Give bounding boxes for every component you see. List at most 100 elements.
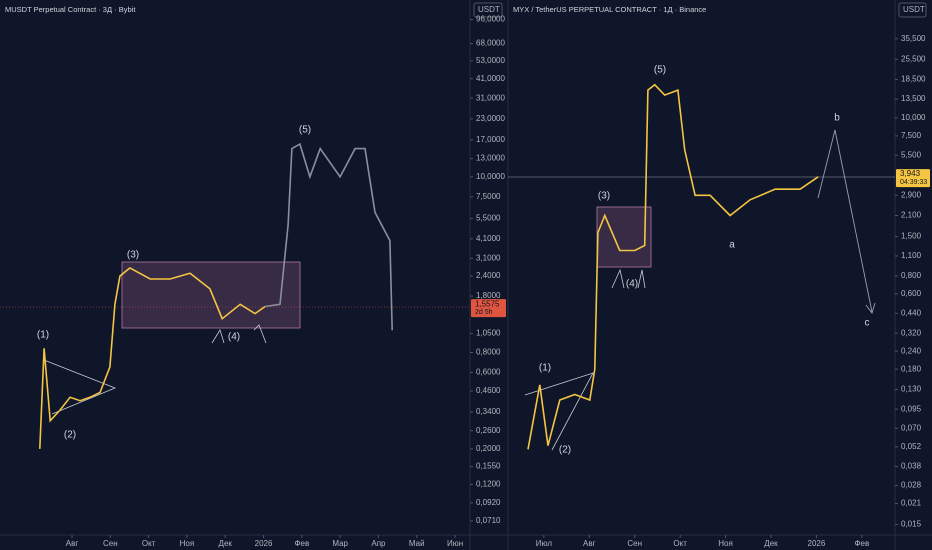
y-tick-label: 0,2600 xyxy=(476,426,501,435)
arrow xyxy=(637,269,646,289)
y-tick-label: 0,4600 xyxy=(476,386,501,395)
y-tick-label: 0,052 xyxy=(901,442,922,451)
wave-label: (1) xyxy=(539,363,551,374)
price-badge-label: 3,943 xyxy=(900,169,921,178)
x-tick-label: Май xyxy=(409,539,425,548)
y-tick-label: 7,5000 xyxy=(476,192,501,201)
countdown: 2d 5h xyxy=(475,309,493,316)
wave-label: (2) xyxy=(559,445,571,456)
x-tick-label: Дек xyxy=(219,539,233,548)
countdown: 04:39:33 xyxy=(900,179,927,186)
y-tick-label: 4,1000 xyxy=(476,234,501,243)
x-tick-label: Сен xyxy=(103,539,118,548)
y-tick-label: 0,028 xyxy=(901,481,922,490)
y-tick-label: 41,0000 xyxy=(476,74,505,83)
chart-title: MYX / TetherUS PERPETUAL CONTRACT · 1Д ·… xyxy=(513,5,706,14)
y-tick-label: 0,800 xyxy=(901,271,922,280)
y-tick-label: 0,6000 xyxy=(476,368,501,377)
currency-badge xyxy=(898,2,927,18)
x-tick-label: Фев xyxy=(294,539,309,548)
x-tick-label: Июн xyxy=(447,539,463,548)
chart-title: MUSDT Perpetual Contract · 3Д · Bybit xyxy=(5,5,136,14)
y-tick-label: 2,4000 xyxy=(476,271,501,280)
y-tick-label: 0,3400 xyxy=(476,407,501,416)
range-box xyxy=(121,261,301,329)
y-tick-label: 0,0710 xyxy=(476,516,501,525)
x-tick-label: Авг xyxy=(583,539,596,548)
y-tick-label: 1,500 xyxy=(901,232,922,241)
y-tick-label: 3,1000 xyxy=(476,253,501,262)
price-line xyxy=(39,266,266,449)
y-tick-label: 0,095 xyxy=(901,404,922,413)
y-tick-label: 23,0000 xyxy=(476,114,505,123)
y-tick-label: 13,500 xyxy=(901,94,926,103)
y-tick-label: 0,130 xyxy=(901,385,922,394)
y-tick-label: 0,240 xyxy=(901,346,922,355)
y-tick-label: 0,180 xyxy=(901,364,922,373)
y-tick-label: 5,500 xyxy=(901,150,922,159)
wave-label: (4) xyxy=(228,332,240,343)
x-tick-label: Дек xyxy=(764,539,778,548)
y-tick-label: 0,8000 xyxy=(476,348,501,357)
arrow xyxy=(611,268,625,289)
wave-label: (3) xyxy=(127,250,139,261)
arrow xyxy=(253,324,267,344)
wave-label: (2) xyxy=(64,430,76,441)
y-tick-label: 0,600 xyxy=(901,289,922,298)
y-tick-label: 68,0000 xyxy=(476,39,505,48)
x-tick-label: Фев xyxy=(854,539,869,548)
projection xyxy=(817,129,873,313)
x-tick-label: 2026 xyxy=(808,539,826,548)
arrow xyxy=(211,329,225,344)
wave-label: (4) xyxy=(626,279,638,290)
y-tick-label: 10,000 xyxy=(901,113,926,122)
y-tick-label: 10,0000 xyxy=(476,172,505,181)
x-tick-label: Авг xyxy=(66,539,79,548)
currency-label: USDT xyxy=(478,5,500,14)
y-tick-label: 0,1200 xyxy=(476,480,501,489)
y-tick-label: 0,070 xyxy=(901,423,922,432)
wave-label: c xyxy=(865,318,870,329)
y-tick-label: 17,0000 xyxy=(476,135,505,144)
wave-label: (5) xyxy=(654,65,666,76)
y-tick-label: 0,440 xyxy=(901,308,922,317)
x-tick-label: Ноя xyxy=(718,539,733,548)
x-tick-label: Окт xyxy=(673,539,687,548)
price-badge xyxy=(471,299,506,318)
triangle xyxy=(524,372,594,451)
x-tick-label: 2026 xyxy=(255,539,273,548)
currency-label: USDT xyxy=(903,5,925,14)
y-tick-label: 53,0000 xyxy=(476,56,505,65)
x-tick-label: Ноя xyxy=(180,539,195,548)
x-tick-label: Мар xyxy=(332,539,348,548)
wave-label: (1) xyxy=(37,330,49,341)
wave-label: (5) xyxy=(299,125,311,136)
wave-label: (3) xyxy=(598,191,610,202)
y-tick-label: 13,0000 xyxy=(476,154,505,163)
y-tick-label: 0,1550 xyxy=(476,462,501,471)
x-tick-label: Сен xyxy=(627,539,642,548)
y-tick-label: 0,320 xyxy=(901,328,922,337)
currency-badge xyxy=(473,2,503,18)
y-tick-label: 0,2000 xyxy=(476,444,501,453)
y-tick-label: 0,015 xyxy=(901,520,922,529)
x-tick-label: Апр xyxy=(371,539,386,548)
price-line xyxy=(264,142,393,331)
y-tick-label: 2,900 xyxy=(901,190,922,199)
y-tick-label: 18,500 xyxy=(901,75,926,84)
y-tick-label: 35,500 xyxy=(901,34,926,43)
y-tick-label: 1,0500 xyxy=(476,329,501,338)
y-tick-label: 2,100 xyxy=(901,211,922,220)
y-tick-label: 0,021 xyxy=(901,499,922,508)
price-badge-label: 1,5575 xyxy=(475,299,500,308)
y-tick-label: 7,500 xyxy=(901,131,922,140)
triangle xyxy=(43,359,117,415)
x-tick-label: Июл xyxy=(536,539,553,548)
y-tick-label: 25,500 xyxy=(901,54,926,63)
wave-label: b xyxy=(834,113,840,124)
y-tick-label: 5,5000 xyxy=(476,214,501,223)
x-tick-label: Окт xyxy=(142,539,156,548)
y-tick-label: 96,0000 xyxy=(476,15,505,24)
